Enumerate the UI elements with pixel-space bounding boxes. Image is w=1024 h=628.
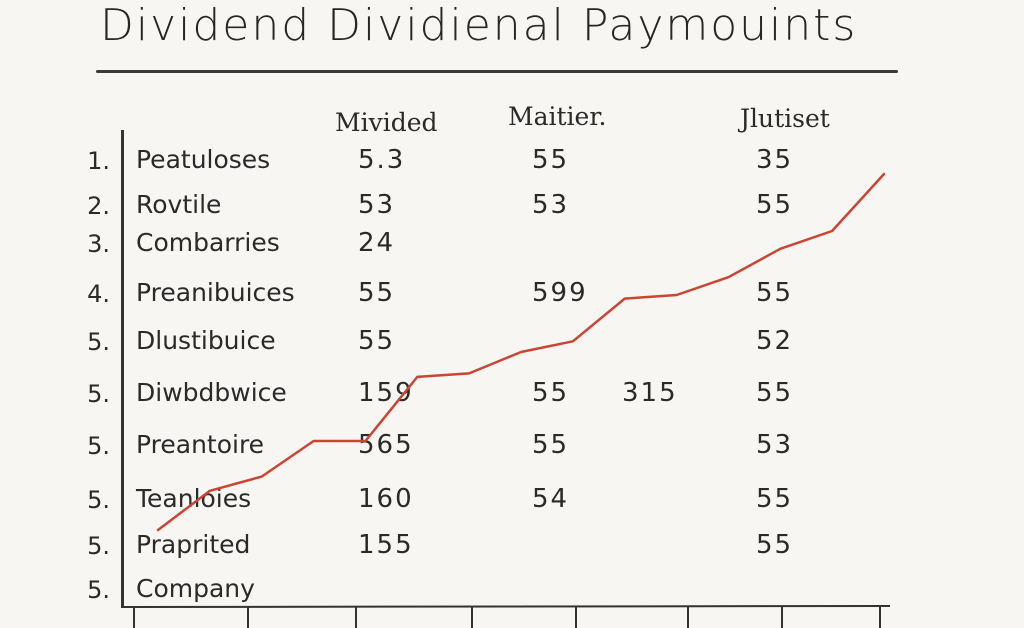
- row-label: Preantoire: [136, 430, 265, 459]
- title-underline: [96, 70, 898, 73]
- row-label: Rovtile: [136, 190, 222, 219]
- x-axis-line: [121, 605, 891, 608]
- trend-line-series: [156, 172, 886, 532]
- table-cell: 53: [358, 190, 396, 220]
- row-number: 1.: [87, 147, 110, 175]
- table-cell: 54: [532, 484, 570, 514]
- table-cell: 599: [532, 278, 588, 308]
- row-label: Teanloies: [136, 484, 252, 513]
- table-cell: 55: [756, 278, 794, 308]
- table-cell: 24: [358, 228, 396, 258]
- table-cell: 35: [756, 145, 794, 175]
- column-header-1: Mivided: [335, 108, 438, 137]
- table-cell: 55: [756, 530, 794, 560]
- row-label: Praprited: [136, 530, 251, 559]
- chart-title: Dividend Dividienal Paymouints: [100, 0, 858, 51]
- table-cell: 55: [756, 190, 794, 220]
- table-cell: 55: [756, 484, 794, 514]
- table-cell: 55: [358, 326, 396, 356]
- row-number: 2.: [87, 192, 110, 220]
- row-label: Diwbdbwice: [136, 378, 287, 407]
- table-cell: 53: [756, 430, 794, 460]
- row-label: Dlustibuice: [136, 326, 276, 355]
- table-cell: 52: [756, 326, 794, 356]
- table-cell: 5.3: [358, 145, 406, 175]
- table-cell: 53: [532, 190, 570, 220]
- y-axis-line: [121, 130, 124, 608]
- row-number: 5.: [87, 432, 110, 460]
- row-label: Preanibuices: [136, 278, 295, 307]
- extra-cell-value: 315: [622, 378, 678, 408]
- row-label: Peatuloses: [136, 145, 271, 174]
- row-label: Company: [136, 574, 255, 603]
- row-number: 5.: [87, 380, 110, 408]
- row-label: Combarries: [136, 228, 280, 257]
- table-cell: 55: [532, 378, 570, 408]
- table-cell: 155: [358, 530, 414, 560]
- table-cell: 55: [532, 430, 570, 460]
- row-number: 5.: [87, 328, 110, 356]
- row-number: 5.: [87, 532, 110, 560]
- column-header-3: Jlutiset: [740, 104, 830, 133]
- table-cell: 55: [358, 278, 396, 308]
- table-cell: 55: [756, 378, 794, 408]
- row-number: 5.: [87, 576, 110, 604]
- table-cell: 565: [358, 430, 414, 460]
- column-header-2: Maitier.: [508, 102, 607, 131]
- row-number: 5.: [87, 486, 110, 514]
- row-number: 4.: [87, 280, 110, 308]
- table-cell: 160: [358, 484, 414, 514]
- row-number: 3.: [87, 230, 110, 258]
- table-cell: 55: [532, 145, 570, 175]
